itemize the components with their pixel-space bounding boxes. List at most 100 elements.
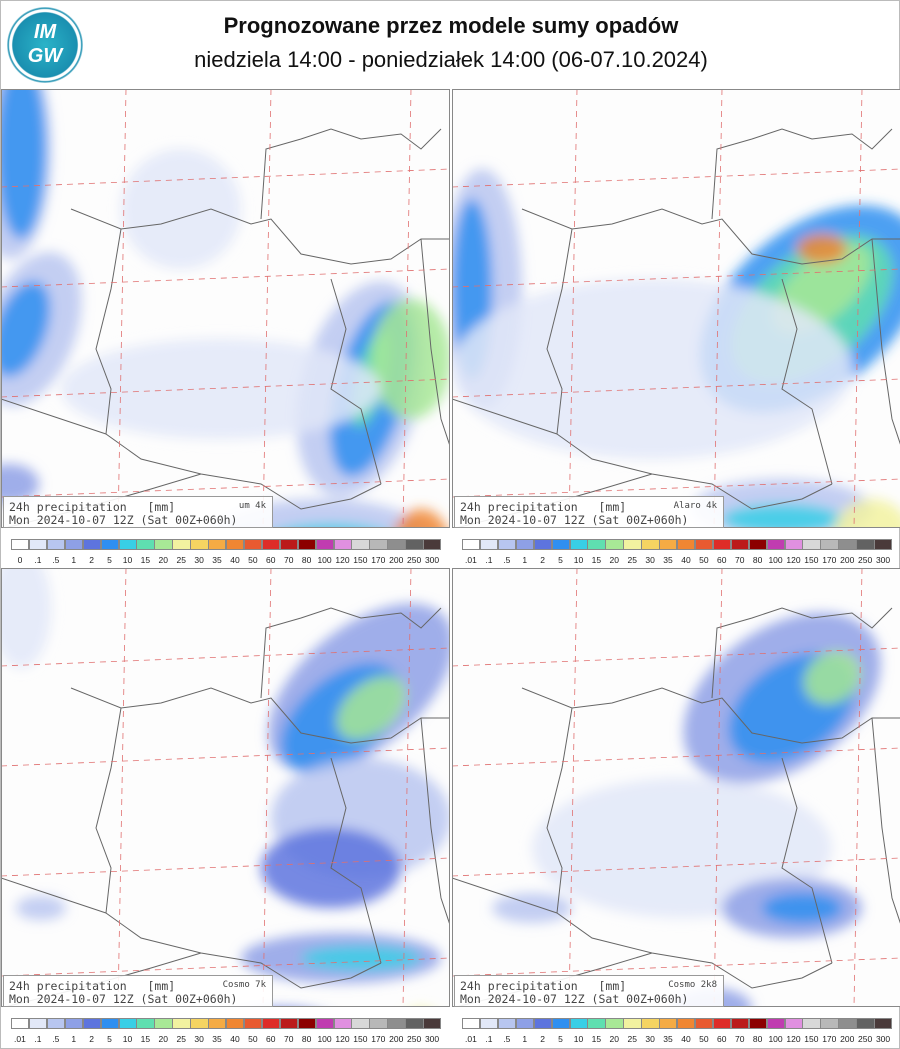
map <box>1 89 450 528</box>
precip-area <box>371 299 450 419</box>
scale-label: .5 <box>503 1034 511 1044</box>
border <box>521 687 900 744</box>
scale-label: 40 <box>681 1034 691 1044</box>
color-swatch <box>497 539 517 550</box>
color-swatch <box>423 539 442 550</box>
map-panel: 24h precipitation [mm] Alaro 4k Mon 2024-1… <box>452 89 900 568</box>
color-swatch <box>118 539 137 550</box>
caption-text: 24h precipitation [mm] <box>460 979 627 993</box>
color-swatch <box>387 539 406 550</box>
precip-area <box>336 675 406 741</box>
scale-label: 170 <box>822 555 837 565</box>
color-swatch <box>838 539 857 550</box>
color-swatch <box>784 539 803 550</box>
caption-box: 24h precipitation [mm] Alaro 4k Mon 2024-1… <box>454 496 724 528</box>
caption-text: 24h precipitation [mm] <box>9 979 176 993</box>
color-swatch <box>333 1018 352 1029</box>
color-swatch <box>551 1018 570 1029</box>
color-swatch <box>533 1018 553 1029</box>
color-swatch <box>226 539 245 550</box>
precip-area <box>121 149 241 269</box>
scale-label: 100 <box>317 1034 332 1044</box>
border <box>95 707 382 989</box>
meridian <box>568 568 578 1007</box>
scale-label: 2 <box>89 1034 94 1044</box>
color-swatch <box>261 539 281 550</box>
color-swatch <box>190 539 209 550</box>
scale-label: 50 <box>699 555 709 565</box>
color-swatch <box>297 539 317 550</box>
color-swatch <box>694 539 714 550</box>
map-panel: 24h precipitation [mm] Cosmo 2k8 Mon 2024-… <box>452 568 900 1047</box>
scale-label: 250 <box>407 1034 422 1044</box>
color-swatch <box>46 1018 66 1029</box>
border <box>452 398 558 435</box>
parallel <box>1 957 450 977</box>
scale-label: 25 <box>176 1034 186 1044</box>
color-swatch <box>748 1018 768 1029</box>
scale-label: 35 <box>663 1034 673 1044</box>
precipitation <box>1 89 450 528</box>
scale-label: 20 <box>158 555 169 565</box>
color-swatch <box>462 1018 481 1029</box>
color-swatch <box>136 1018 155 1029</box>
scale-label: 200 <box>389 555 404 565</box>
border <box>546 228 833 510</box>
model-name: um 4k <box>238 501 266 511</box>
scale-label: .1 <box>485 555 493 565</box>
scale-label: 150 <box>804 1034 819 1044</box>
scale-label: 150 <box>804 555 819 565</box>
scale-label: 170 <box>371 555 386 565</box>
color-swatch <box>100 539 119 550</box>
color-swatch <box>82 1018 102 1029</box>
color-swatch <box>694 1018 714 1029</box>
color-swatch <box>479 1018 499 1029</box>
border <box>521 208 900 265</box>
color-swatch <box>226 1018 245 1029</box>
border <box>1 877 107 914</box>
color-swatch <box>261 1018 281 1029</box>
scale-label: 60 <box>717 1034 727 1044</box>
precip-area <box>762 893 842 923</box>
logo-text: GW <box>27 45 63 67</box>
border <box>260 607 442 699</box>
color-swatch <box>605 539 624 550</box>
parallel <box>1 378 450 398</box>
scale-label: 1 <box>522 555 528 565</box>
scale-label: 15 <box>140 555 151 565</box>
parallel <box>1 268 450 288</box>
map-panel: 24h precipitation [mm] um 4k Mon 2024-10-0… <box>1 89 450 568</box>
scale-label: 30 <box>194 1034 204 1044</box>
meridian <box>117 568 127 1007</box>
border <box>781 278 833 485</box>
color-swatch <box>405 539 424 550</box>
scale-label: 120 <box>786 1034 801 1044</box>
color-swatch <box>46 539 66 550</box>
precip-area <box>301 946 421 970</box>
color-swatch <box>569 539 588 550</box>
scale-label: 120 <box>335 1034 350 1044</box>
caption-box: 24h precipitation [mm] um 4k Mon 2024-10-0… <box>3 496 273 528</box>
color-swatch <box>623 539 642 550</box>
meridian <box>853 568 863 1007</box>
scale-label: 50 <box>699 1034 709 1044</box>
scale-label: 300 <box>875 555 891 565</box>
meridian <box>713 89 723 528</box>
precip-area <box>61 339 381 439</box>
meridian <box>262 568 272 1007</box>
scale-label: 80 <box>752 555 763 565</box>
scale-label: 15 <box>591 1034 602 1044</box>
scale-label: 40 <box>681 555 691 565</box>
scale-label: 2 <box>540 1034 545 1044</box>
color-swatch <box>659 539 678 550</box>
scale-label: 20 <box>609 555 620 565</box>
scale-label: 80 <box>301 555 312 565</box>
scale-label: .1 <box>485 1034 493 1044</box>
color-swatch <box>208 539 227 550</box>
color-swatch <box>297 1018 317 1029</box>
scale-label: .5 <box>503 555 511 565</box>
map-panel: 24h precipitation [mm] Cosmo 7k Mon 2024-1… <box>1 568 450 1047</box>
precip-area <box>395 509 447 528</box>
color-swatch <box>154 539 173 550</box>
scale-label: 30 <box>645 555 655 565</box>
